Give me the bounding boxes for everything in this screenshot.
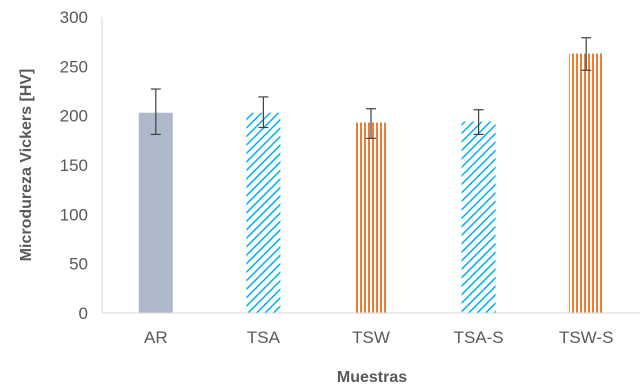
error-bar-tsa bbox=[258, 96, 269, 129]
error-bar-tsa-s bbox=[473, 109, 484, 136]
y-tick-label: 0 bbox=[79, 304, 88, 323]
y-tick-label: 50 bbox=[69, 255, 88, 274]
bar-tsa-s bbox=[461, 121, 496, 313]
bar-tsw-s bbox=[569, 53, 604, 314]
error-bars bbox=[150, 37, 592, 139]
error-bar-ar bbox=[150, 88, 161, 136]
x-tick-label: TSA bbox=[247, 328, 281, 347]
y-tick-label: 250 bbox=[60, 57, 88, 76]
error-bar-tsw-s bbox=[581, 37, 592, 71]
y-tick-label: 150 bbox=[60, 156, 88, 175]
bar-tsa bbox=[246, 112, 281, 313]
y-tick-label: 100 bbox=[60, 205, 88, 224]
bar-tsw bbox=[354, 122, 388, 313]
x-tick-label: TSW-S bbox=[559, 328, 613, 347]
x-tick-label: AR bbox=[144, 328, 168, 347]
y-axis-ticks: 0 50 100 150 200 250 300 bbox=[60, 8, 88, 323]
x-tick-label: TSA-S bbox=[454, 328, 504, 347]
x-axis-title: Muestras bbox=[337, 369, 407, 386]
bar-ar bbox=[138, 112, 173, 313]
error-bar-tsw bbox=[366, 108, 376, 139]
y-tick-label: 200 bbox=[60, 107, 88, 126]
x-axis-ticks: AR TSA TSW TSA-S TSW-S bbox=[144, 328, 613, 347]
bars bbox=[138, 53, 604, 314]
y-axis-title: Microdureza Vickers [HV] bbox=[18, 69, 35, 262]
y-tick-label: 300 bbox=[60, 8, 88, 27]
x-tick-label: TSW bbox=[352, 328, 390, 347]
